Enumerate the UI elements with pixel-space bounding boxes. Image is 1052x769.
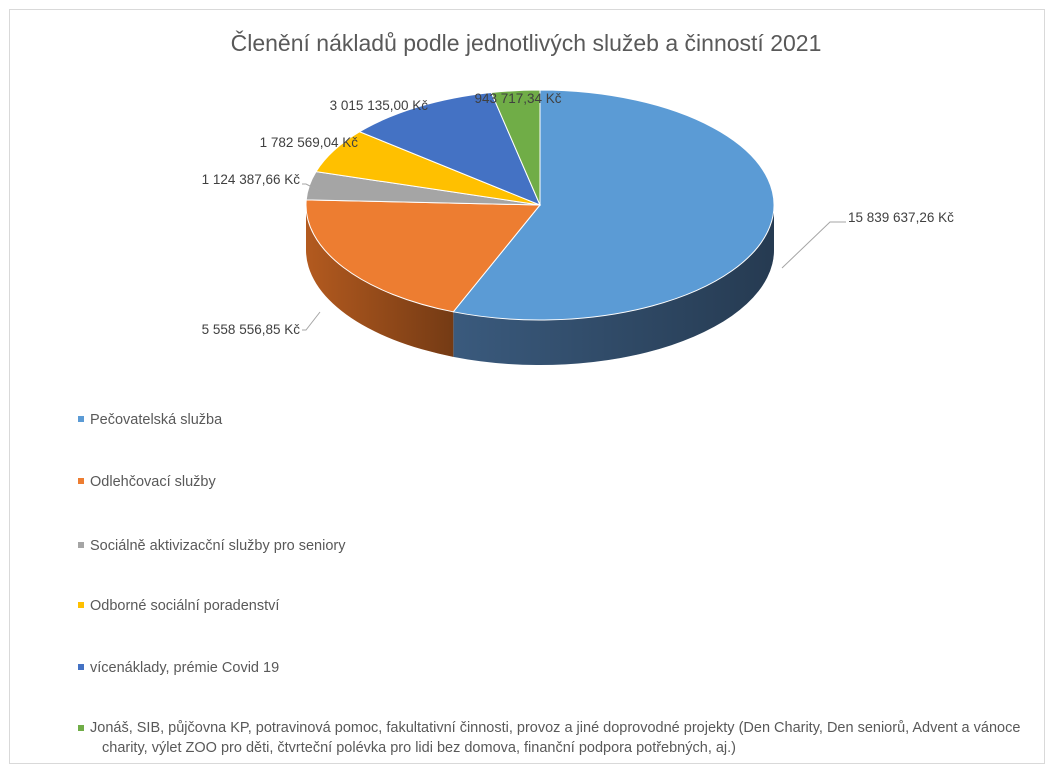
legend-item: Pečovatelská služba [78, 410, 222, 430]
leader-line [302, 311, 321, 331]
legend-swatch [78, 725, 84, 731]
legend-label: Odlehčovací služby [90, 474, 216, 491]
data-label: 5 558 556,85 Kč [202, 322, 301, 337]
data-label: 1 782 569,04 Kč [260, 135, 359, 150]
pie-slice-jonas-sib-pujcovna-kp-potravinova-pomoc- [490, 89, 541, 206]
pie-side-shade [453, 205, 774, 366]
pie-sides [306, 205, 774, 366]
legend-item: Sociálně aktivizacční služby pro seniory [78, 536, 345, 556]
legend-swatch [78, 416, 84, 423]
leader-line [302, 183, 323, 193]
leader-line [781, 221, 846, 269]
legend-label: Pečovatelská služba [90, 412, 223, 429]
pie-labels: 15 839 637,26 Kč 5 558 556,85 Kč 1 124 387… [202, 91, 954, 337]
legend-swatch [78, 664, 84, 671]
pie-slice-vicenaklady-premie-covid-19 [358, 91, 541, 206]
pie-slice-pecovatelska-sluzba [452, 89, 775, 321]
legend-item: vícenáklady, prémie Covid 19 [78, 658, 279, 678]
legend-item: Jonáš, SIB, půjčovna KP, potravinová pom… [78, 718, 1028, 758]
pie-side-shade [306, 205, 454, 357]
pie-slice-odlehcovaci-sluzby [305, 199, 542, 313]
data-label: 15 839 637,26 Kč [848, 210, 954, 225]
chart-title: Členění nákladů podle jednotlivých služe… [230, 30, 822, 56]
legend-swatch [78, 602, 84, 609]
legend-label: Sociálně aktivizacční služby pro seniory [90, 538, 346, 555]
legend-label: vícenáklady, prémie Covid 19 [90, 660, 280, 677]
pie-tops [305, 89, 775, 321]
legend-swatch [78, 542, 84, 549]
legend-item: Odlehčovací služby [78, 472, 216, 492]
pie-chart: 15 839 637,26 Kč 5 558 556,85 Kč 1 124 387… [202, 89, 954, 366]
data-label: 943 717,34 Kč [474, 91, 561, 106]
pie-leaders [302, 183, 846, 331]
legend-label: Jonáš, SIB, půjčovna KP, potravinová pom… [90, 720, 1021, 756]
legend-label: Odborné sociální poradenství [90, 598, 280, 615]
data-label: 1 124 387,66 Kč [202, 172, 301, 187]
legend-item: Odborné sociální poradenství [78, 596, 279, 616]
data-label: 3 015 135,00 Kč [330, 98, 429, 113]
legend-swatch [78, 478, 84, 485]
